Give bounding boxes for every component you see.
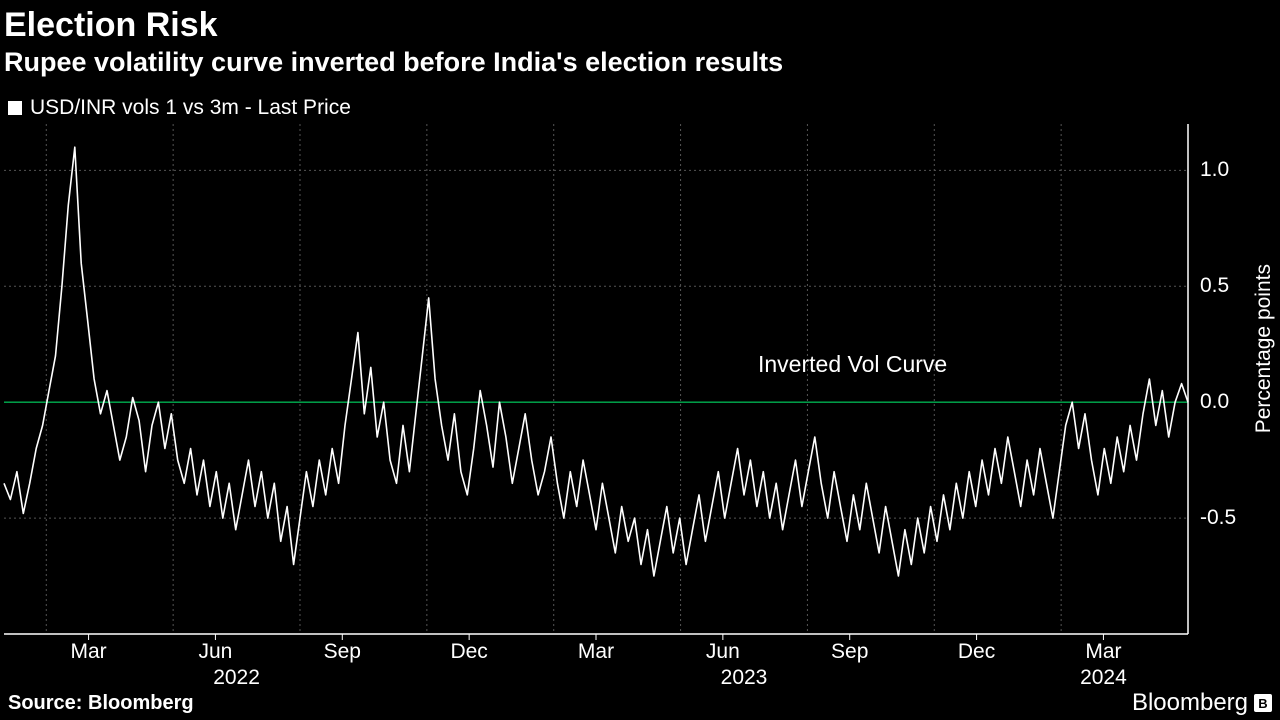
chart-svg bbox=[0, 124, 1280, 684]
legend-swatch bbox=[8, 101, 22, 115]
x-tick-label: Sep bbox=[324, 640, 361, 664]
x-tick-label: Mar bbox=[70, 640, 106, 664]
brand-label: Bloomberg bbox=[1132, 689, 1248, 717]
chart-title: Election Risk bbox=[0, 0, 1280, 45]
y-tick-label: -0.5 bbox=[1200, 506, 1236, 530]
y-tick-label: 0.0 bbox=[1200, 390, 1229, 414]
x-year-label: 2024 bbox=[1080, 666, 1127, 690]
x-tick-label: Dec bbox=[450, 640, 487, 664]
chart-subtitle: Rupee volatility curve inverted before I… bbox=[0, 45, 1280, 78]
x-tick-label: Mar bbox=[578, 640, 614, 664]
legend: USD/INR vols 1 vs 3m - Last Price bbox=[0, 78, 1280, 120]
y-tick-label: 1.0 bbox=[1200, 158, 1229, 182]
annotation-text: Inverted Vol Curve bbox=[758, 351, 947, 378]
chart-area: -0.5 0.0 0.5 1.0 Mar Jun Sep Dec Mar Jun Sep Dec Ma… bbox=[0, 124, 1280, 664]
x-tick-label: Dec bbox=[958, 640, 995, 664]
y-axis-title: Percentage points bbox=[1252, 264, 1276, 433]
brand: Bloomberg B bbox=[1132, 689, 1272, 717]
x-tick-label: Sep bbox=[831, 640, 868, 664]
x-year-label: 2022 bbox=[213, 666, 260, 690]
y-tick-label: 0.5 bbox=[1200, 274, 1229, 298]
footer: Source: Bloomberg Bloomberg B bbox=[0, 690, 1280, 720]
x-tick-label: Jun bbox=[198, 640, 232, 664]
chart-container: Election Risk Rupee volatility curve inv… bbox=[0, 0, 1280, 720]
x-year-label: 2023 bbox=[721, 666, 768, 690]
source-text: Source: Bloomberg bbox=[8, 692, 194, 715]
brand-icon: B bbox=[1254, 694, 1272, 712]
legend-label: USD/INR vols 1 vs 3m - Last Price bbox=[30, 96, 351, 120]
x-tick-label: Jun bbox=[706, 640, 740, 664]
x-tick-label: Mar bbox=[1085, 640, 1121, 664]
